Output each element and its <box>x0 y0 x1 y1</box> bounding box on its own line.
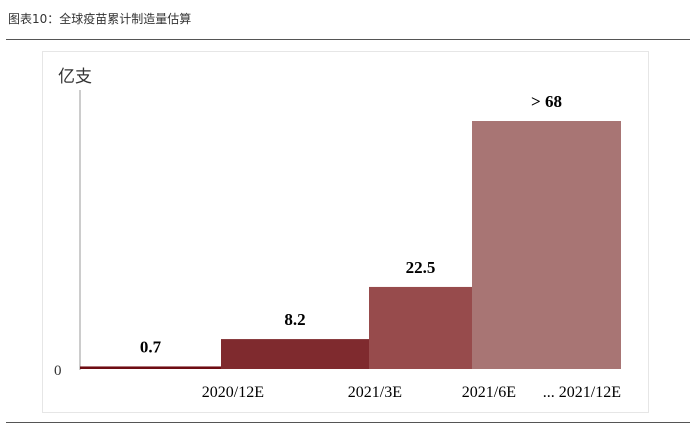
bar-1 <box>80 366 221 369</box>
value-label-1: 0.7 <box>140 337 162 356</box>
y-axis-zero-label: 0 <box>54 363 62 379</box>
bar-4 <box>472 121 621 369</box>
value-label-3: 22.5 <box>406 258 436 277</box>
x-tick-label-1: 2020/12E <box>202 384 264 401</box>
value-label-2: 8.2 <box>284 310 305 329</box>
x-tick-label-3: 2021/6E <box>462 384 516 401</box>
top-rule <box>6 39 690 40</box>
chart-frame <box>42 51 649 413</box>
x-tick-label-2: 2021/3E <box>348 384 402 401</box>
bar-2 <box>221 339 369 369</box>
value-labels-group: 0.7 8.2 22.5 > 68 <box>140 92 562 356</box>
figure-caption: 图表10：全球疫苗累计制造量估算 <box>8 12 192 26</box>
value-label-4: > 68 <box>531 92 562 111</box>
y-axis-unit-label: 亿支 <box>58 67 92 87</box>
x-tick-label-4: ... 2021/12E <box>543 384 621 401</box>
bar-3 <box>369 286 472 369</box>
x-tick-labels-group: 2020/12E 2021/3E 2021/6E ... 2021/12E <box>202 384 621 401</box>
bottom-rule <box>6 422 690 423</box>
bars-group <box>80 121 621 369</box>
